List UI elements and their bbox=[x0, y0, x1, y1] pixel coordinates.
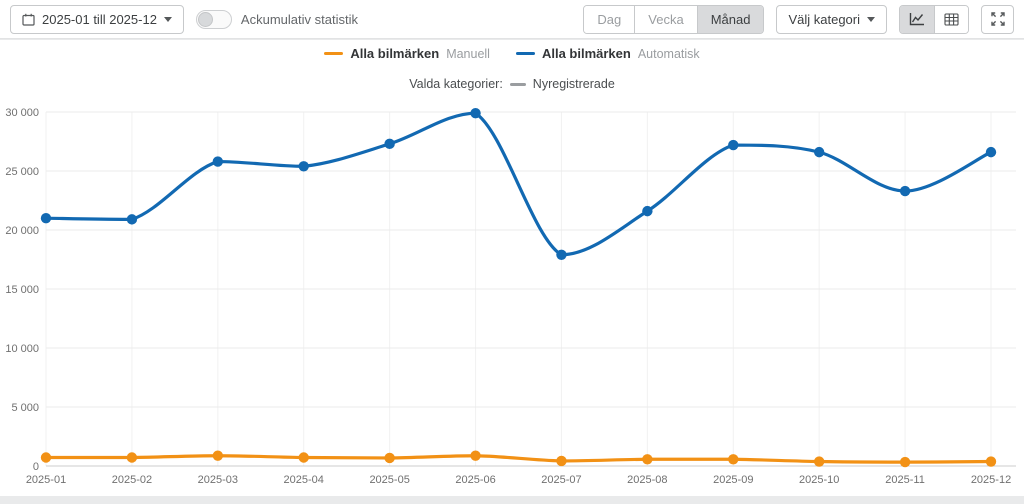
toolbar-left: 2025-01 till 2025-12 Ackumulativ statist… bbox=[10, 4, 358, 34]
series-line bbox=[44, 111, 993, 257]
select-category-label: Välj kategori bbox=[788, 11, 860, 27]
x-tick-label: 2025-11 bbox=[885, 474, 925, 486]
data-point[interactable] bbox=[728, 139, 739, 151]
view-toggle-group bbox=[899, 4, 969, 34]
data-point[interactable] bbox=[212, 156, 224, 167]
chevron-down-icon bbox=[867, 17, 875, 22]
select-category-button[interactable]: Välj kategori bbox=[776, 4, 887, 34]
data-point[interactable] bbox=[126, 214, 138, 225]
data-point[interactable] bbox=[470, 107, 481, 119]
data-point[interactable] bbox=[40, 452, 52, 463]
legend-series-sublabel: Manuell bbox=[446, 46, 490, 61]
x-tick-label: 2025-10 bbox=[799, 474, 839, 486]
data-point[interactable] bbox=[642, 205, 653, 217]
y-tick-label: 15 000 bbox=[5, 284, 39, 296]
data-point[interactable] bbox=[556, 455, 567, 467]
legend-series-name: Alla bilmärken bbox=[350, 46, 440, 61]
fullscreen-expand-icon bbox=[990, 12, 1005, 26]
data-point[interactable] bbox=[556, 249, 567, 260]
cumulative-toggle[interactable] bbox=[195, 9, 232, 29]
chart-card: Alla bilmärken Manuell Alla bilmärken Au… bbox=[0, 40, 1024, 496]
x-tick-label: 2025-04 bbox=[284, 474, 324, 486]
cumulative-toggle-label: Ackumulativ statistik bbox=[240, 11, 358, 27]
x-tick-label: 2025-01 bbox=[26, 474, 66, 486]
x-tick-label: 2025-03 bbox=[198, 474, 238, 486]
period-option-vecka[interactable]: Vecka bbox=[634, 5, 697, 33]
y-tick-label: 25 000 bbox=[5, 166, 39, 178]
y-tick-label: 30 000 bbox=[5, 107, 39, 119]
data-point[interactable] bbox=[126, 452, 138, 463]
chevron-down-icon bbox=[163, 17, 172, 22]
x-tick-label: 2025-06 bbox=[455, 474, 495, 486]
date-range-button[interactable]: 2025-01 till 2025-12 bbox=[10, 4, 184, 34]
legend-swatch-automatisk bbox=[515, 52, 535, 55]
legend-item-automatisk[interactable]: Alla bilmärken Automatisk bbox=[515, 46, 700, 61]
fullscreen-button[interactable] bbox=[981, 4, 1014, 34]
legend-series-sublabel: Automatisk bbox=[637, 46, 700, 61]
period-option-dag[interactable]: Dag bbox=[584, 5, 635, 33]
data-point[interactable] bbox=[384, 452, 395, 464]
x-tick-label: 2025-05 bbox=[369, 474, 409, 486]
series-line bbox=[44, 454, 993, 464]
data-point[interactable] bbox=[384, 138, 395, 150]
x-tick-label: 2025-09 bbox=[713, 474, 753, 486]
legend-item-manuell[interactable]: Alla bilmärken Manuell bbox=[324, 46, 490, 61]
calendar-icon bbox=[22, 13, 35, 26]
data-point[interactable] bbox=[899, 185, 911, 197]
data-point[interactable] bbox=[899, 456, 911, 468]
subtitle-category: Nyregistrerade bbox=[532, 77, 615, 91]
selected-categories-subtitle: Valda kategorier: Nyregistrerade bbox=[0, 77, 1024, 91]
data-point[interactable] bbox=[298, 161, 309, 172]
category-swatch bbox=[509, 82, 526, 86]
data-point[interactable] bbox=[642, 454, 653, 465]
y-tick-label: 20 000 bbox=[5, 225, 39, 237]
y-tick-label: 10 000 bbox=[5, 343, 39, 355]
data-point[interactable] bbox=[985, 146, 997, 158]
toolbar-right: Dag Vecka Månad Välj kategori bbox=[583, 4, 1014, 34]
toggle-knob bbox=[197, 11, 213, 27]
data-point[interactable] bbox=[813, 146, 825, 158]
period-option-manad[interactable]: Månad bbox=[696, 5, 764, 33]
chart-view-button[interactable] bbox=[900, 5, 934, 33]
toolbar: 2025-01 till 2025-12 Ackumulativ statist… bbox=[0, 0, 1024, 39]
date-range-label: 2025-01 till 2025-12 bbox=[42, 11, 157, 27]
data-point[interactable] bbox=[40, 213, 52, 224]
line-chart-icon bbox=[909, 12, 925, 26]
legend-series-name: Alla bilmärken bbox=[541, 46, 631, 61]
y-tick-label: 5 000 bbox=[11, 402, 39, 414]
data-point[interactable] bbox=[212, 450, 224, 461]
data-point[interactable] bbox=[985, 456, 997, 467]
data-point[interactable] bbox=[298, 452, 309, 463]
x-tick-label: 2025-08 bbox=[627, 474, 667, 486]
data-point[interactable] bbox=[728, 454, 739, 465]
table-view-button[interactable] bbox=[934, 5, 968, 33]
data-point[interactable] bbox=[813, 456, 825, 467]
data-point[interactable] bbox=[470, 450, 481, 461]
x-tick-label: 2025-02 bbox=[112, 474, 152, 486]
x-tick-label: 2025-07 bbox=[541, 474, 581, 486]
chart-area[interactable]: 2025-01 2025-02 2025-03 2025-04 2025-05 2025-… bbox=[0, 100, 1024, 496]
subtitle-prefix: Valda kategorier: bbox=[409, 77, 503, 91]
table-icon bbox=[944, 12, 959, 26]
legend-swatch-manuell bbox=[324, 52, 344, 55]
chart-legend: Alla bilmärken Manuell Alla bilmärken Au… bbox=[0, 46, 1024, 61]
x-tick-label: 2025-12 bbox=[971, 474, 1011, 486]
y-tick-label: 0 bbox=[33, 461, 39, 473]
period-segmented-control: Dag Vecka Månad bbox=[583, 4, 765, 34]
chart-svg: 2025-01 2025-02 2025-03 2025-04 2025-05 2025-… bbox=[5, 107, 1016, 486]
